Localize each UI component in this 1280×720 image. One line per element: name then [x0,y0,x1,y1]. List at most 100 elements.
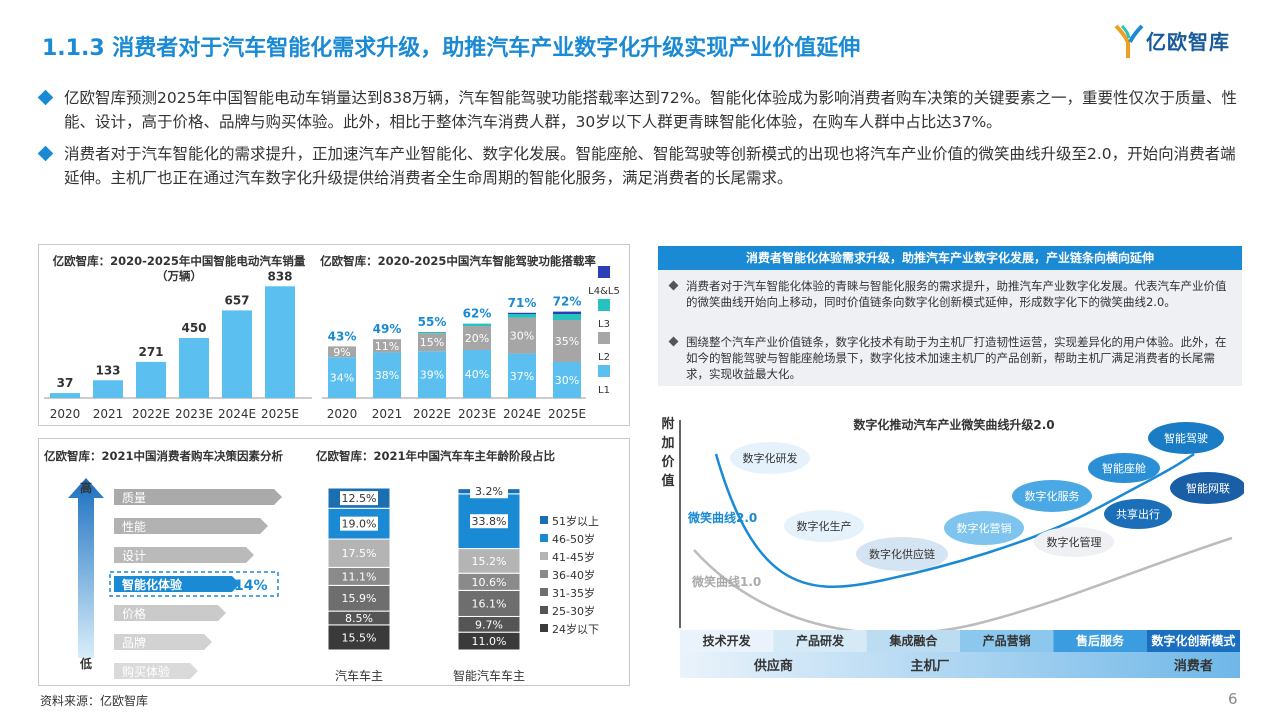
segment-label: 40% [465,368,489,381]
y-axis-char: 价 [661,455,675,470]
legend-label: 46-50岁 [552,532,595,546]
axis-low-label: 低 [79,656,92,671]
legend-swatch [540,570,548,578]
summary-bullet: 亿欧智库预测2025年中国智能电动车销量达到838万辆，汽车智能驾驶功能搭载率达… [37,86,1240,134]
bar-segment [553,320,581,362]
adas-rate-chart: 34% 9% 43% 2020 38% 11% 49% 2021 39% 15% 55% 2022E 4… [322,266,620,421]
factor-bar [114,663,198,679]
tick-label: 2020 [50,407,81,421]
stage-label: 产品研发 [796,633,845,648]
segment-label: 10.6% [472,576,507,589]
segment-label: 11.1% [342,570,377,583]
page-number: 6 [1228,690,1238,708]
tick-label: 2024E [503,407,541,421]
y-axis-char: 值 [661,473,674,489]
logo-text: 亿欧智库 [1146,30,1230,54]
segment-label: 33.8% [472,515,507,528]
data-label: 838 [267,269,292,283]
factor-label: 性能 [122,520,146,534]
tick-label: 2023E [458,407,496,421]
legend-swatch [598,332,610,344]
age-segment [327,538,391,568]
tick-label: 2020 [327,407,358,421]
node-label: 智能网联 [1186,481,1230,495]
segment-label: 37% [510,370,534,383]
segment-label: 19.0% [342,518,377,531]
label-box [340,516,378,531]
stage-cell [866,630,960,652]
legend-label: 41-45岁 [552,550,595,564]
factor-bar [114,547,254,563]
segment-label: 11.0% [472,635,507,648]
node-bubble [1034,527,1114,557]
diamond-icon [37,145,54,162]
diamond-icon [37,89,54,106]
owner-age-chart: 15.5% 8.5% 15.9% 11.1% 17.5% 19.0% 12.5% 汽车车主 11… [327,484,599,683]
insight-box-title: 消费者智能化体验需求升级，助推汽车产业数字化发展，产业链条向横向延伸 [658,246,1242,270]
factor-bar [114,605,226,621]
tick-label: 2022E [413,407,451,421]
decision-factors-title: 亿欧智库：2021中国消费者购车决策因素分析 [44,449,284,463]
bullet-text: 消费者对于汽车智能化的需求提升，正加速汽车产业智能化、数字化发展。智能座舱、智能… [64,145,1236,187]
group-label: 主机厂 [910,658,949,674]
diagram-title: 数字化推动汽车产业微笑曲线升级2.0 [853,417,1054,432]
age-segment [457,548,521,574]
legend-label: 31-35岁 [552,586,595,600]
node-label: 数字化研发 [743,451,798,465]
bar-segment [508,317,536,354]
curve-1-label: 微笑曲线1.0 [691,574,761,589]
legend-swatch [540,516,548,524]
legend-swatch [598,299,610,311]
segment-label: 15% [420,336,444,349]
source-note: 资料来源：亿欧智库 [40,694,149,708]
owner-age-title: 亿欧智库：2021年中国汽车车主年龄阶段占比 [316,449,556,463]
adas-rate-chart-title: 亿欧智库：2020-2025中国汽车智能驾驶功能搭载率 [320,254,596,268]
bar [93,380,123,398]
data-label: 657 [224,293,249,307]
segment-label: 15.5% [342,631,377,644]
bar-segment [373,339,401,353]
segment-label: 38% [375,369,399,382]
tick-label: 2021 [93,407,124,421]
ev-sales-chart: 37 2020 133 2021 271 2022E 450 2023E 657 2024E 838… [44,269,312,421]
legend-label: L1 [598,385,610,396]
stage-cell [1053,630,1147,652]
segment-label: 20% [465,332,489,345]
group-label: 消费者 [1174,658,1213,674]
bar-segment [418,332,446,334]
insight-point: 消费者对于汽车智能化体验的青睐与智能化服务的需求提升，助推汽车产业数字化发展。代… [668,278,1236,310]
node-bubble [1012,480,1092,512]
bar-segment [463,350,491,398]
data-label: 271 [138,345,163,359]
highlight-value: 14% [234,578,268,594]
legend-label: 24岁以下 [552,622,599,636]
bar [50,393,80,398]
legend-label: L4&L5 [588,286,620,297]
bar-segment [463,326,491,350]
smile-curve-1 [693,536,1233,635]
node-label: 智能座舱 [1102,461,1146,475]
logo: 亿欧智库 [1112,20,1252,60]
stage-cell [773,630,867,652]
bar-segment [418,333,446,352]
node-label: 智能驾驶 [1164,431,1208,445]
stage-cell [960,630,1054,652]
factor-label: 设计 [122,549,146,563]
curve-2-label: 微笑曲线2.0 [687,510,757,525]
stage-label: 售后服务 [1076,633,1125,648]
total-label: 71% [508,296,537,310]
tick-label: 2024E [218,407,256,421]
stage-cell [1146,630,1240,652]
insight-point: 围绕整个汽车产业价值链条，数字化技术有助于为主机厂打造韧性运营，实现差异化的用户… [668,334,1236,382]
factor-label: 品牌 [122,636,146,650]
segment-label: 39% [420,369,444,382]
total-label: 43% [328,329,357,343]
bar-segment [328,346,356,358]
factor-bar [114,576,240,592]
stage-label: 技术开发 [703,633,752,648]
bar-segment [508,312,536,314]
node-bubble [784,510,864,542]
segment-label: 15.9% [342,592,377,605]
legend-swatch [540,624,548,632]
segment-label: 30% [555,374,579,387]
